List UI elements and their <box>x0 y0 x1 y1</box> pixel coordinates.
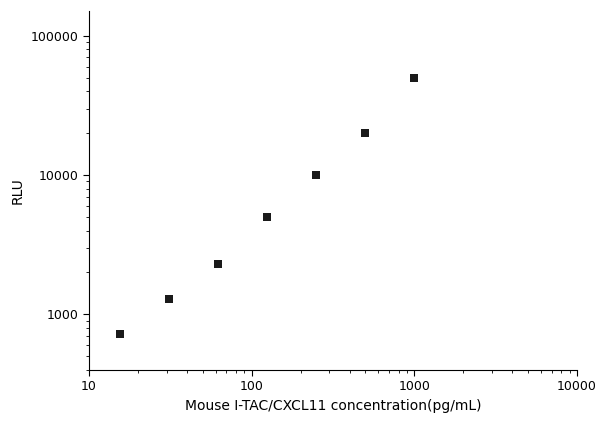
Point <box>165 295 174 302</box>
Point <box>311 172 321 179</box>
Point <box>409 74 419 81</box>
X-axis label: Mouse I-TAC/CXCL11 concentration(pg/mL): Mouse I-TAC/CXCL11 concentration(pg/mL) <box>185 399 481 413</box>
Point <box>263 214 272 220</box>
Point <box>213 261 223 268</box>
Y-axis label: RLU: RLU <box>11 177 25 204</box>
Point <box>361 130 370 137</box>
Point <box>116 331 125 338</box>
